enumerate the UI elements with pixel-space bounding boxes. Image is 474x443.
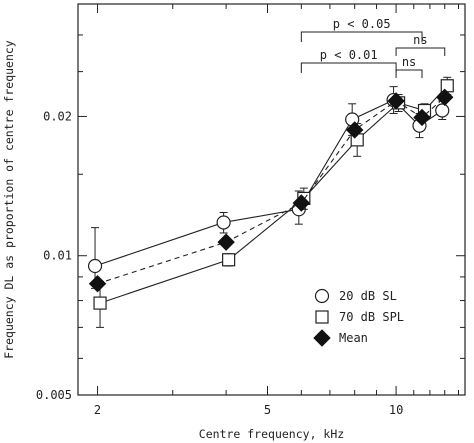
plot-border: [77, 3, 466, 396]
data-point: [222, 253, 236, 267]
y-axis: 0.005 0.01 0.02: [36, 34, 465, 402]
legend-label: Mean: [339, 331, 368, 345]
significance-bracket: ns: [395, 55, 423, 78]
significance-bracket: ns: [395, 33, 446, 56]
series-0: [87, 86, 450, 289]
data-point: [387, 92, 405, 110]
series-line: [97, 96, 446, 285]
bracket-label: p < 0.05: [333, 17, 391, 31]
data-point: [87, 258, 103, 274]
legend-marker: [314, 288, 330, 304]
data-point: [413, 108, 431, 127]
bracket-line: [300, 31, 423, 42]
x-tick-label: 5: [264, 403, 271, 417]
y-tick-label: 0.01: [43, 249, 72, 263]
legend-marker: [315, 310, 329, 324]
bracket-label: p < 0.01: [320, 48, 378, 62]
data-point: [88, 274, 107, 293]
legend: 20 dB SL 70 dB SPL Mean: [313, 288, 404, 347]
bracket-line: [395, 69, 423, 78]
legend-label: 70 dB SPL: [339, 310, 404, 324]
data-point: [345, 121, 364, 139]
data-point: [292, 194, 311, 212]
series-1: [93, 76, 454, 328]
legend-item: 70 dB SPL: [315, 310, 404, 324]
annotation-layer: p < 0.05 p < 0.01 ns ns: [300, 17, 446, 78]
y-tick-label: 0.005: [36, 388, 72, 402]
data-point: [435, 103, 450, 118]
data-point: [216, 215, 231, 230]
bracket-label: ns: [402, 55, 416, 69]
legend-item: Mean: [313, 329, 368, 347]
bracket-label: ns: [413, 33, 427, 47]
data-point: [436, 88, 454, 107]
series-line: [99, 85, 448, 304]
x-axis: 2 5 10: [94, 4, 459, 417]
series-layer: [87, 76, 454, 328]
x-tick-label: 2: [94, 403, 101, 417]
data-point: [217, 233, 235, 251]
plot-frame: [77, 3, 466, 396]
series-2: [88, 88, 454, 293]
x-axis-title: Centre frequency, kHz: [199, 427, 344, 441]
x-tick-label: 10: [389, 403, 403, 417]
data-point: [440, 79, 454, 93]
significance-bracket: p < 0.05: [300, 17, 423, 42]
bracket-line: [300, 62, 397, 73]
legend-label: 20 dB SL: [339, 289, 397, 303]
significance-bracket: p < 0.01: [300, 48, 397, 73]
series-line: [94, 99, 443, 267]
legend-item: 20 dB SL: [314, 288, 397, 304]
bracket-line: [395, 47, 446, 56]
data-point: [93, 296, 107, 310]
legend-marker: [313, 329, 331, 347]
y-axis-title: Frequency DL as proportion of centre fre…: [2, 40, 16, 359]
y-tick-label: 0.02: [43, 109, 72, 123]
